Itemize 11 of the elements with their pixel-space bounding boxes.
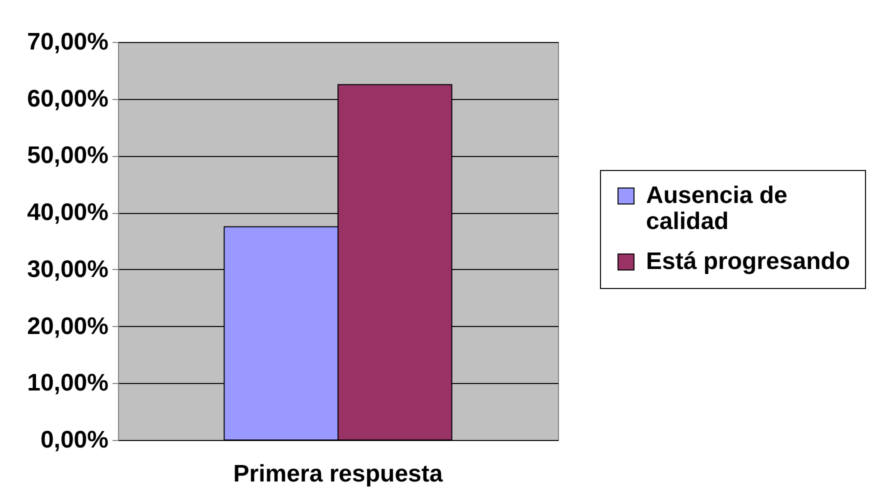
y-tick-label: 60,00% <box>27 85 108 112</box>
y-tick-label: 30,00% <box>27 256 108 283</box>
y-tick-label: 70,00% <box>27 28 108 56</box>
y-tick-label: 10,00% <box>27 370 108 397</box>
y-tick-label: 0,00% <box>40 426 108 454</box>
x-tick-label: Primera respuesta <box>233 460 444 488</box>
legend-label: Ausencia de calidad <box>646 182 788 235</box>
y-tick-label: 40,00% <box>27 199 108 226</box>
legend-label: Está progresando <box>646 248 850 275</box>
y-tick-label: 50,00% <box>27 142 108 170</box>
y-tick-label: 20,00% <box>27 312 108 340</box>
